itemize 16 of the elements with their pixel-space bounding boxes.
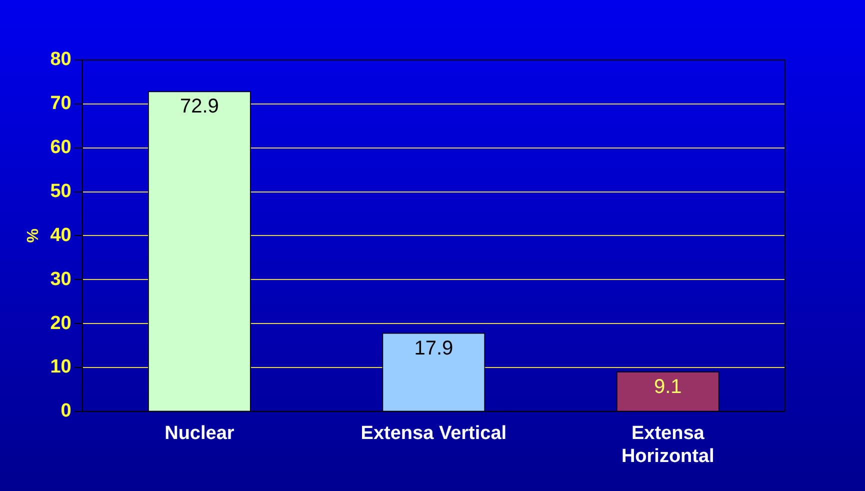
x-tick-label: Extensa Vertical [360,423,507,444]
y-tick-label: 40 [50,224,72,246]
y-tick-label: 20 [50,312,72,334]
y-tick-label: 70 [50,93,72,114]
data-label: 72.9 [180,96,219,118]
y-tick-label: 30 [50,268,72,290]
y-axis-title: % [25,228,42,243]
x-tick-label: Extensa Horizontal [621,423,714,467]
data-label: 17.9 [414,337,454,360]
data-label: 9.1 [654,376,682,398]
y-tick-label: 60 [50,137,72,158]
y-tick-label: 0 [60,400,72,422]
y-tick-label: 10 [50,356,72,378]
x-tick-label: Nuclear [164,423,235,444]
y-tick-label: 80 [50,49,72,70]
y-tick-label: 50 [50,181,72,202]
